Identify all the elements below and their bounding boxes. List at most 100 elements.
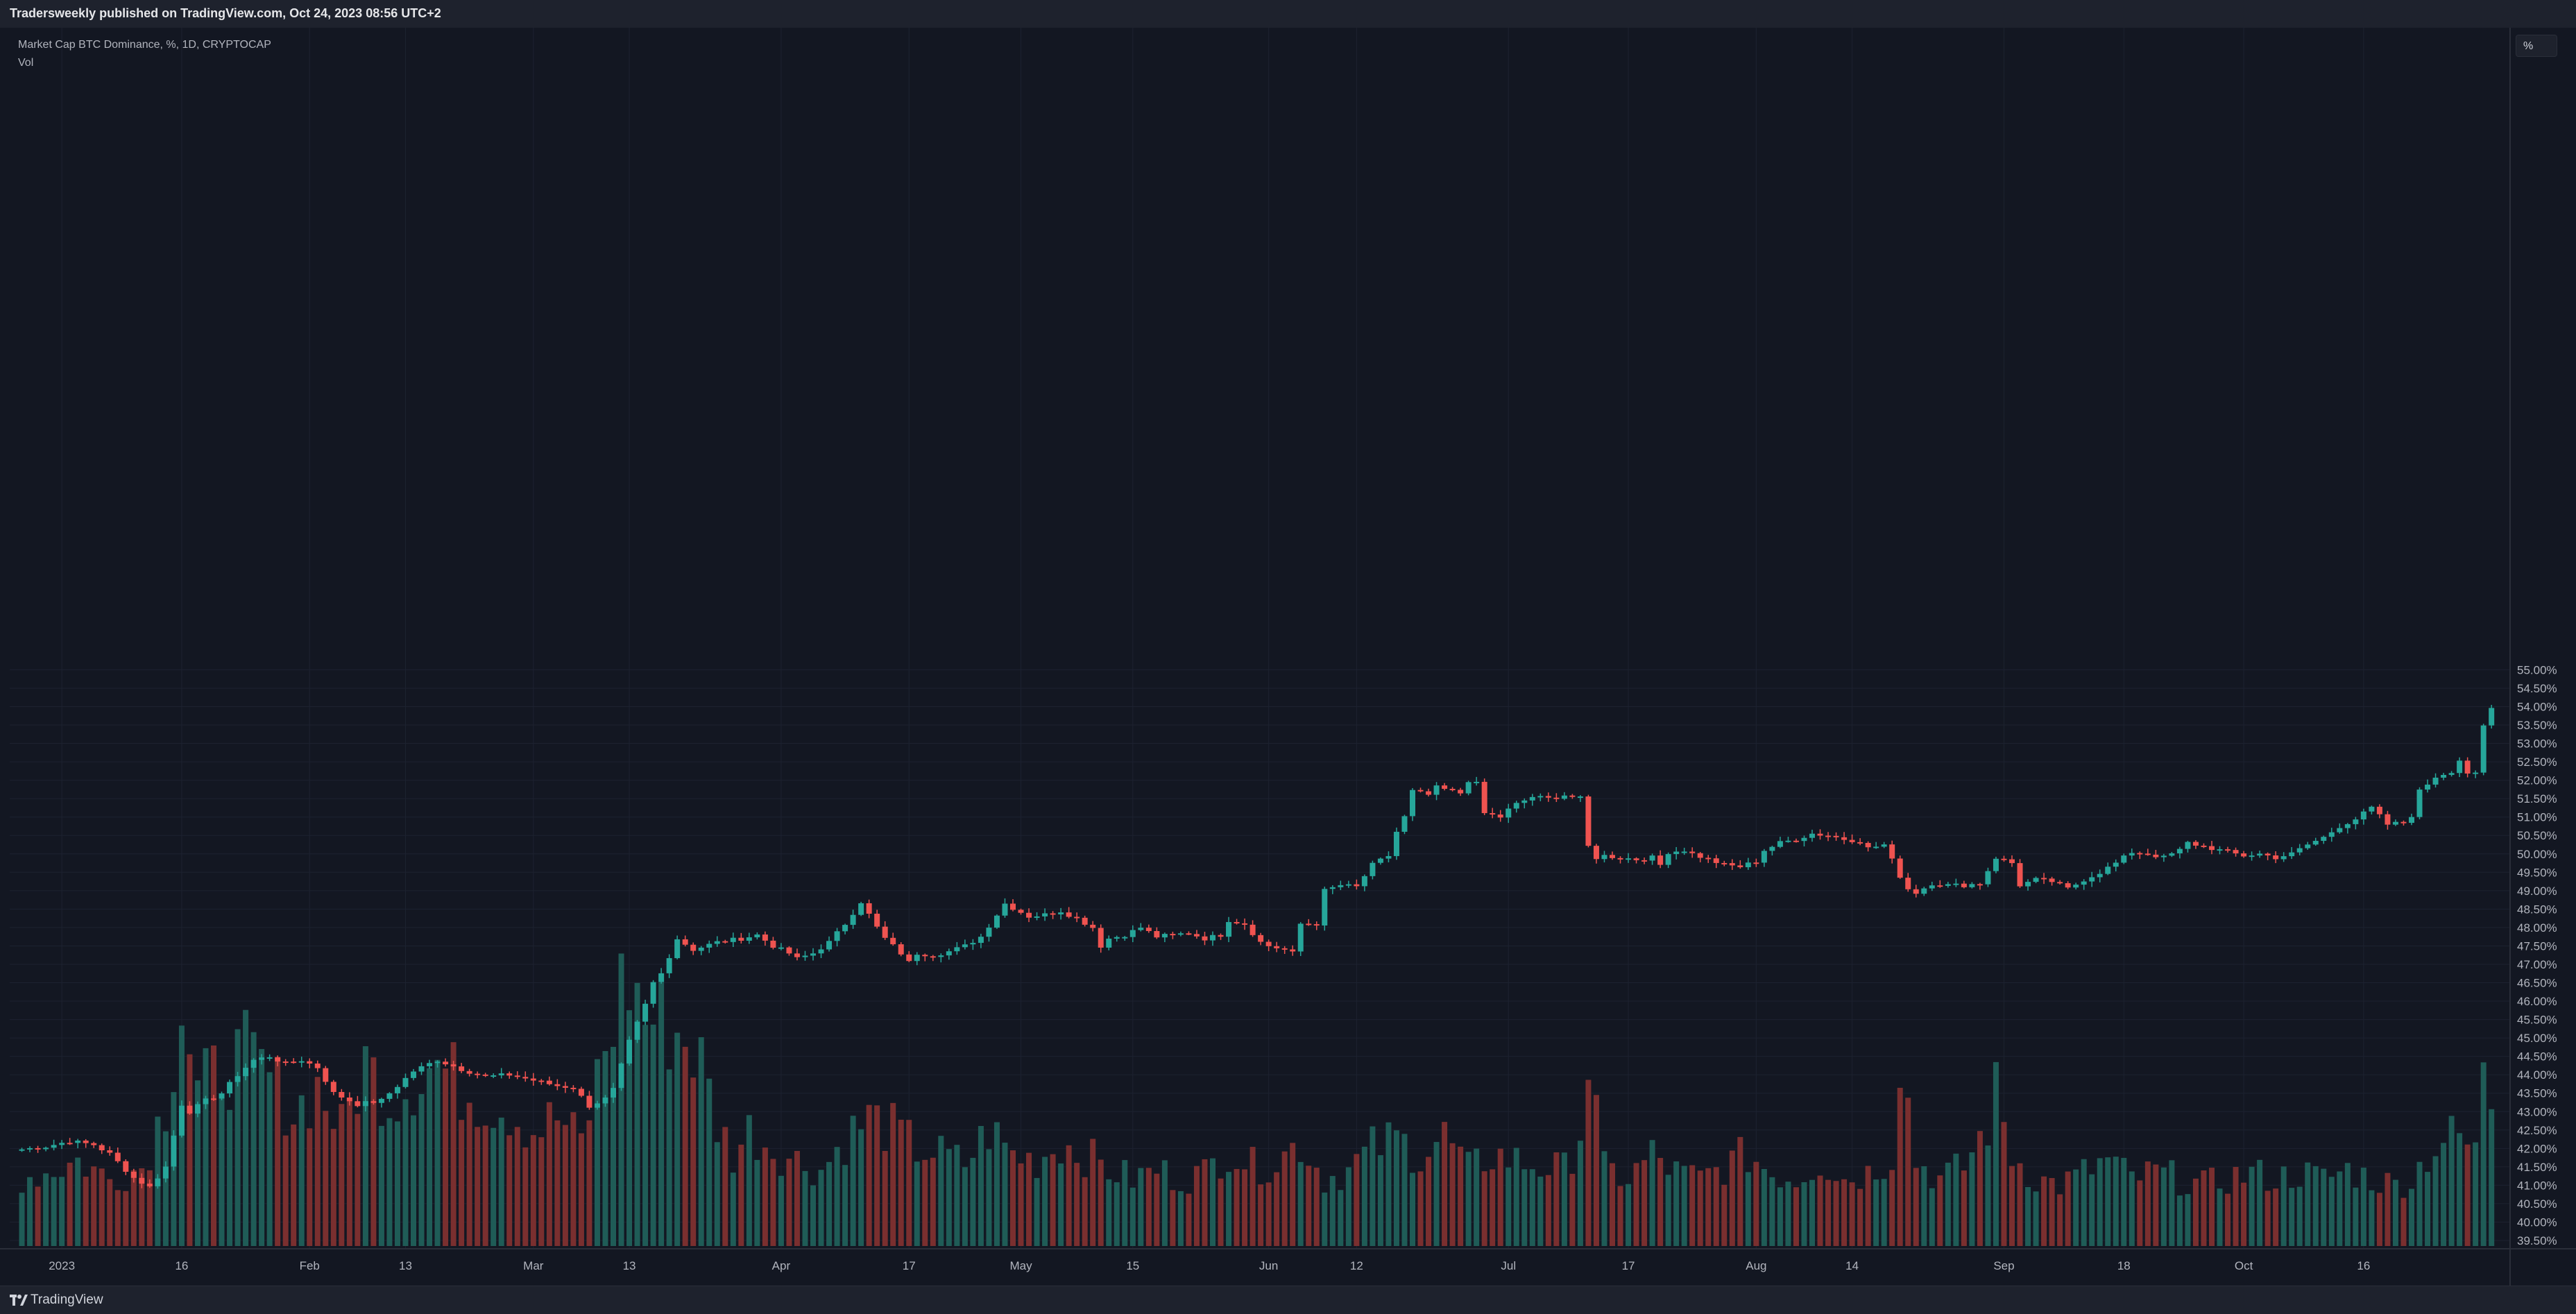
volume-bar	[1937, 1175, 1943, 1246]
candle-body	[1849, 839, 1855, 842]
y-tick-label: 44.00%	[2517, 1068, 2557, 1082]
candle-body	[434, 1061, 441, 1064]
volume-bar	[2241, 1182, 2247, 1246]
chart-area[interactable]: 39.50% 40.00% 40.50% 41.00% 41.50% 42.00% 42.5…	[0, 28, 2576, 1286]
volume-bar	[1601, 1151, 1607, 1246]
y-tick-label: 50.00%	[2517, 848, 2557, 861]
candle-body	[2209, 846, 2215, 851]
candle-body	[307, 1061, 313, 1064]
candle-body	[43, 1147, 49, 1150]
candle-body	[19, 1149, 25, 1151]
candle-body	[2160, 855, 2167, 857]
candle-body	[1361, 876, 1367, 887]
candle-body	[1297, 923, 1304, 952]
volume-bar	[578, 1133, 584, 1246]
volume-bar	[890, 1102, 896, 1246]
volume-bar	[146, 1170, 153, 1246]
volume-bar	[1897, 1087, 1903, 1246]
volume-bar	[59, 1177, 65, 1246]
candle-body	[1074, 916, 1080, 919]
volume-bar	[2041, 1176, 2047, 1246]
x-tick-label: 17	[903, 1259, 916, 1272]
volume-bar	[562, 1125, 568, 1246]
volume-bar	[1793, 1187, 1799, 1246]
volume-bar	[1002, 1143, 1008, 1246]
volume-bar	[1697, 1170, 1703, 1246]
candle-body	[1593, 846, 1599, 860]
candle-body	[427, 1063, 433, 1066]
volume-bar	[2385, 1172, 2391, 1246]
volume-bar	[1849, 1182, 1855, 1246]
volume-bar	[114, 1190, 121, 1246]
candle-body	[1753, 862, 1759, 864]
volume-bar	[1242, 1169, 1248, 1246]
volume-bar	[2113, 1157, 2119, 1246]
volume-bar	[986, 1149, 992, 1246]
candle-body	[51, 1145, 57, 1148]
candle-body	[227, 1082, 233, 1094]
volume-bar	[139, 1168, 145, 1246]
candle-body	[546, 1080, 552, 1084]
candle-body	[746, 937, 752, 941]
volume-bar	[914, 1161, 920, 1246]
y-tick-label: 47.00%	[2517, 958, 2557, 971]
candlestick-chart[interactable]: 39.50% 40.00% 40.50% 41.00% 41.50% 42.00% 42.5…	[0, 28, 2576, 1286]
candle-body	[2273, 855, 2279, 860]
volume-bar	[850, 1116, 856, 1246]
volume-bar	[35, 1186, 41, 1246]
price-scale-unit-button[interactable]: %	[2516, 35, 2557, 57]
volume-bar	[355, 1114, 361, 1246]
candle-body	[1905, 878, 1911, 889]
candle-body	[826, 941, 833, 950]
candle-body	[634, 1021, 640, 1040]
publish-text: Tradersweekly published on TradingView.c…	[10, 6, 441, 20]
volume-bar	[1825, 1179, 1832, 1246]
candle-body	[906, 954, 912, 962]
y-tick-label: 43.50%	[2517, 1087, 2557, 1100]
volume-bar	[2105, 1157, 2111, 1246]
candle-body	[1993, 858, 1999, 871]
volume-bar	[842, 1165, 848, 1246]
x-tick-label: Sep	[1993, 1259, 2014, 1272]
volume-bar	[1721, 1184, 1728, 1246]
volume-bar	[250, 1032, 257, 1246]
candle-body	[459, 1066, 465, 1071]
candle-body	[1249, 924, 1256, 935]
candle-body	[874, 914, 880, 927]
candle-body	[1961, 883, 1967, 887]
volume-bar	[1985, 1145, 1991, 1246]
candle-body	[2065, 883, 2071, 888]
volume-bar	[882, 1150, 888, 1246]
candle-body	[1513, 803, 1519, 809]
volume-bar	[1889, 1170, 1895, 1246]
volume-bar	[307, 1128, 313, 1246]
candle-body	[2129, 853, 2135, 856]
candle-body	[650, 982, 656, 1004]
candle-body	[146, 1184, 153, 1186]
candle-body	[1329, 887, 1336, 889]
candle-body	[466, 1070, 472, 1074]
candle-body	[346, 1097, 352, 1102]
volume-bar	[2312, 1166, 2319, 1246]
candle-body	[2369, 806, 2375, 812]
volume-bar	[1953, 1153, 1959, 1246]
y-tick-label: 44.50%	[2517, 1050, 2557, 1064]
volume-bar	[1202, 1159, 1208, 1246]
candle-body	[83, 1141, 89, 1143]
volume-bar	[466, 1102, 472, 1246]
volume-bar	[402, 1099, 409, 1246]
volume-bar	[1265, 1182, 1272, 1246]
candle-body	[1801, 837, 1807, 842]
volume-bar	[1433, 1142, 1440, 1246]
volume-bar	[51, 1177, 57, 1246]
y-tick-label: 52.00%	[2517, 774, 2557, 787]
candle-body	[698, 947, 704, 951]
volume-bar	[754, 1159, 760, 1246]
candle-body	[2192, 842, 2199, 846]
volume-bar	[282, 1135, 289, 1246]
candle-body	[1897, 858, 1903, 878]
candle-body	[930, 956, 936, 958]
candle-body	[722, 941, 728, 943]
volume-bar	[1458, 1146, 1464, 1246]
candle-body	[2033, 878, 2039, 882]
